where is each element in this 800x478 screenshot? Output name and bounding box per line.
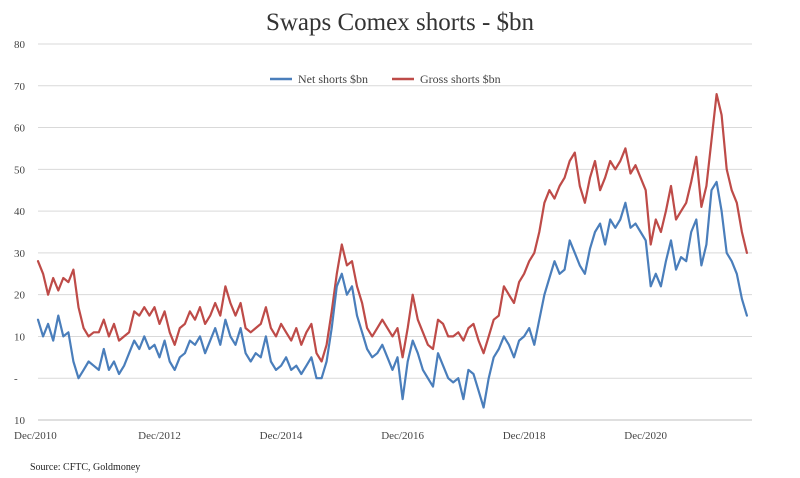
y-tick-label: 70 <box>14 81 26 93</box>
series-line-gross-shorts-bn <box>36 92 749 363</box>
x-tick-label: Dec/2014 <box>260 430 303 442</box>
gridlines <box>38 43 752 421</box>
legend: Net shorts $bn Gross shorts $bn <box>270 72 501 86</box>
y-tick-label: 20 <box>14 290 26 302</box>
y-tick-label: 80 <box>14 39 26 51</box>
chart-title: Swaps Comex shorts - $bn <box>266 9 535 36</box>
plot-series <box>36 92 749 409</box>
x-tick-label: Dec/2020 <box>624 430 667 442</box>
y-axis-ticks: 10 - 10 20 30 40 50 60 70 80 <box>14 39 26 427</box>
series-line-net-shorts-bn <box>36 180 749 409</box>
y-tick-label: 40 <box>14 206 26 218</box>
legend-label-gross-shorts: Gross shorts $bn <box>420 72 501 86</box>
y-tick-label: 30 <box>14 248 26 260</box>
x-tick-label: Dec/2018 <box>503 430 546 442</box>
x-tick-label: Dec/2012 <box>138 430 181 442</box>
y-tick-label: - <box>14 373 18 385</box>
y-tick-label: 60 <box>14 123 26 135</box>
x-tick-label: Dec/2016 <box>381 430 424 442</box>
y-tick-label: 50 <box>14 164 26 176</box>
legend-label-net-shorts: Net shorts $bn <box>298 72 368 86</box>
x-axis-ticks: Dec/2010 Dec/2012 Dec/2014 Dec/2016 Dec/2018… <box>14 430 668 442</box>
y-tick-label: 10 <box>14 415 26 427</box>
x-tick-label: Dec/2010 <box>14 430 57 442</box>
y-tick-label: 10 <box>14 331 26 343</box>
source-note: Source: CFTC, Goldmoney <box>30 462 140 473</box>
